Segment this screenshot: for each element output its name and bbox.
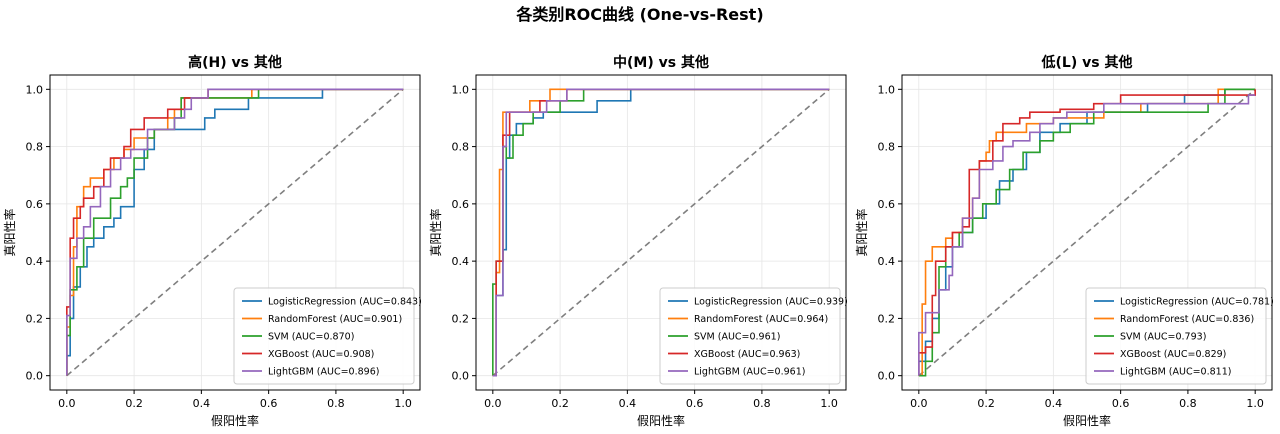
x-tick-label: 0.8 [327, 397, 345, 410]
x-tick-label: 0.2 [551, 397, 569, 410]
y-tick-label: 0.0 [26, 370, 44, 383]
y-tick-label: 0.2 [26, 312, 44, 325]
panel-title: 高(H) vs 其他 [188, 54, 282, 71]
legend-label: RandomForest (AUC=0.964) [694, 314, 828, 325]
y-tick-label: 0.2 [878, 312, 896, 325]
legend-label: XGBoost (AUC=0.963) [694, 349, 800, 360]
x-tick-label: 0.0 [910, 397, 928, 410]
roc-line-logisticregression [66, 88, 404, 376]
roc-panel-1: 0.0 0.2 0.4 0.6 0.8 1.0 0.0 0.2 0.4 0.6 0.8 1.0 高(H)… [2, 54, 422, 428]
legend-label: SVM (AUC=0.870) [268, 332, 354, 343]
legend-label: LogisticRegression (AUC=0.843) [268, 297, 422, 308]
legend-label: SVM (AUC=0.793) [1120, 332, 1206, 343]
plot-frame [49, 74, 421, 391]
legend: LogisticRegression (AUC=0.843) RandomFore… [233, 287, 422, 385]
y-tick-label: 0.4 [878, 255, 896, 268]
y-tick-label: 0.6 [878, 198, 896, 211]
chance-diagonal-line [492, 88, 830, 377]
x-tick-label: 0.2 [977, 397, 995, 410]
y-tick-label: 0.6 [26, 198, 44, 211]
x-tick-label: 0.0 [484, 397, 502, 410]
x-tick-label: 1.0 [820, 397, 838, 410]
x-axis-label: 假阳性率 [1063, 413, 1111, 428]
legend-box [233, 287, 415, 385]
roc-line-lightgbm [918, 94, 1256, 376]
figure-title: 各类别ROC曲线 (One-vs-Rest) [515, 5, 763, 24]
y-tick-label: 0.6 [452, 198, 470, 211]
chance-diagonal-line [918, 88, 1256, 377]
y-tick-label: 0.0 [452, 370, 470, 383]
x-tick-label: 0.0 [58, 397, 76, 410]
legend-label: LightGBM (AUC=0.811) [1120, 367, 1231, 378]
y-axis-label: 真阳性率 [2, 208, 17, 256]
roc-line-lightgbm [492, 88, 830, 377]
y-tick-label: 1.0 [26, 83, 44, 96]
legend-label: XGBoost (AUC=0.908) [268, 349, 374, 360]
y-tick-label: 1.0 [878, 83, 896, 96]
x-axis-label: 假阳性率 [637, 413, 685, 428]
x-tick-label: 0.8 [753, 397, 771, 410]
y-tick-label: 0.8 [452, 141, 470, 154]
x-tick-label: 1.0 [394, 397, 412, 410]
x-tick-label: 0.2 [125, 397, 143, 410]
y-tick-label: 0.0 [878, 370, 896, 383]
legend-box [659, 287, 841, 385]
chance-diagonal-line [66, 88, 404, 377]
legend-label: XGBoost (AUC=0.829) [1120, 349, 1226, 360]
x-axis-label: 假阳性率 [211, 413, 259, 428]
legend: LogisticRegression (AUC=0.939) RandomFore… [659, 287, 848, 385]
legend-label: LightGBM (AUC=0.896) [268, 367, 379, 378]
x-tick-label: 0.6 [1112, 397, 1130, 410]
y-tick-label: 1.0 [452, 83, 470, 96]
roc-panel-3: 0.0 0.2 0.4 0.6 0.8 1.0 0.0 0.2 0.4 0.6 0.8 1.0 低(L)… [854, 54, 1274, 428]
x-tick-label: 0.4 [1045, 397, 1063, 410]
legend-box [1085, 287, 1267, 385]
x-tick-label: 0.4 [193, 397, 211, 410]
legend: LogisticRegression (AUC=0.781) RandomFore… [1085, 287, 1274, 385]
x-tick-label: 0.6 [260, 397, 278, 410]
legend-label: LogisticRegression (AUC=0.781) [1120, 297, 1274, 308]
x-tick-label: 0.6 [686, 397, 704, 410]
roc-line-xgboost [918, 89, 1256, 376]
panel-title: 中(M) vs 其他 [613, 54, 709, 71]
x-tick-label: 1.0 [1246, 397, 1264, 410]
legend-label: RandomForest (AUC=0.901) [268, 314, 402, 325]
y-tick-label: 0.4 [452, 255, 470, 268]
roc-line-lightgbm [66, 88, 404, 376]
plot-frame [475, 74, 847, 391]
y-tick-label: 0.8 [878, 141, 896, 154]
panel-title: 低(L) vs 其他 [1041, 54, 1133, 71]
plot-frame [901, 74, 1273, 391]
x-tick-label: 0.8 [1179, 397, 1197, 410]
y-axis-label: 真阳性率 [428, 208, 443, 256]
legend-label: SVM (AUC=0.961) [694, 332, 780, 343]
y-tick-label: 0.4 [26, 255, 44, 268]
y-tick-label: 0.8 [26, 141, 44, 154]
roc-panel-2: 0.0 0.2 0.4 0.6 0.8 1.0 0.0 0.2 0.4 0.6 0.8 1.0 中(M)… [428, 54, 848, 428]
y-tick-label: 0.2 [452, 312, 470, 325]
x-tick-label: 0.4 [619, 397, 637, 410]
legend-label: LightGBM (AUC=0.961) [694, 367, 805, 378]
legend-label: RandomForest (AUC=0.836) [1120, 314, 1254, 325]
y-axis-label: 真阳性率 [854, 208, 869, 256]
legend-label: LogisticRegression (AUC=0.939) [694, 297, 848, 308]
